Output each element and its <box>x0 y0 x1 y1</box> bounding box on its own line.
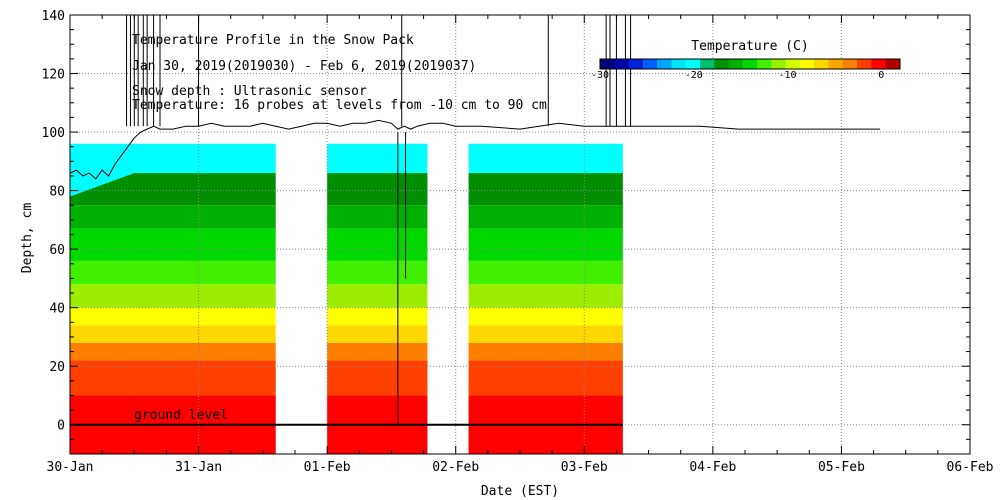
x-axis-label: Date (EST) <box>481 484 559 499</box>
temperature-band-2-1 <box>468 360 623 396</box>
x-tick-label: 31-Jan <box>175 460 222 475</box>
chart-text: Temperature Profile in the Snow Pack Jan… <box>20 33 809 499</box>
x-tick-label: 01-Feb <box>304 460 351 475</box>
chart-title: Temperature Profile in the Snow Pack <box>132 33 414 48</box>
y-tick-label: 100 <box>42 126 65 141</box>
snow-depth-line <box>69 119 880 180</box>
colorbar-swatch <box>800 59 815 69</box>
early-snow-surface-band <box>70 143 135 197</box>
temperature-band-0-8 <box>70 205 276 229</box>
colorbar-swatch <box>885 59 901 69</box>
temperature-band-1-5 <box>327 284 428 308</box>
colorbar-swatch <box>871 59 887 69</box>
temperature-band-1-1 <box>327 360 428 396</box>
temperature-band-0-2 <box>70 342 276 361</box>
plot-area: 30-Jan 31-Jan 01-Feb 02-Feb 03-Feb 04-Feb 05-F… <box>42 9 994 475</box>
temperature-band-1-8 <box>327 205 428 229</box>
colorbar-swatch <box>685 59 701 69</box>
colorbar-swatch <box>628 59 644 69</box>
temperature-band-2-6 <box>468 260 623 285</box>
colorbar-swatch <box>671 59 687 69</box>
y-tick-label: 40 <box>49 302 65 317</box>
y-tick-label: 20 <box>49 360 65 375</box>
colorbar: -30 -20 -10 0 <box>591 58 901 81</box>
temperature-band-2-2 <box>468 342 623 361</box>
colorbar-swatch <box>771 59 787 69</box>
x-tick-label: 05-Feb <box>818 460 865 475</box>
temperature-band-0-10 <box>70 143 276 174</box>
ground-level-annotation: ground level <box>134 408 228 423</box>
temperature-band-0-7 <box>70 228 276 261</box>
colorbar-swatch <box>600 59 615 69</box>
colorbar-swatch <box>842 59 858 69</box>
colorbar-swatch <box>857 59 872 69</box>
y-tick-label: 120 <box>42 68 65 83</box>
y-tick-label: 60 <box>49 243 65 258</box>
temperature-band-1-10 <box>327 143 428 174</box>
temperature-band-0-1 <box>70 360 276 396</box>
colorbar-title: Temperature (C) <box>691 39 808 54</box>
colorbar-swatch <box>828 59 844 69</box>
colorbar-swatch <box>785 59 801 69</box>
temperature-band-2-8 <box>468 205 623 229</box>
temperature-band-2-10 <box>468 143 623 174</box>
colorbar-swatch <box>814 59 830 69</box>
temperature-band-2-9 <box>468 173 623 206</box>
colorbar-swatch <box>657 59 672 69</box>
y-tick-label: 140 <box>42 9 65 24</box>
temperature-band-2-7 <box>468 228 623 261</box>
x-tick-label: 02-Feb <box>432 460 479 475</box>
temperature-band-1-6 <box>327 260 428 285</box>
colorbar-tick-label: -30 <box>591 70 609 81</box>
colorbar-swatch <box>742 59 758 69</box>
colorbar-swatch <box>714 59 730 69</box>
colorbar-swatch <box>700 59 715 69</box>
colorbar-tick-label: -10 <box>778 70 796 81</box>
y-tick-label: 80 <box>49 185 65 200</box>
colorbar-tick-label: 0 <box>878 70 884 81</box>
colorbar-swatch <box>642 59 658 69</box>
x-tick-label: 06-Feb <box>947 460 994 475</box>
temperature-band-0-3 <box>70 325 276 343</box>
temperature-band-2-4 <box>468 307 623 326</box>
chart-note-snow-depth: Snow depth : Ultrasonic sensor <box>132 84 367 99</box>
y-tick-label: 0 <box>57 419 65 434</box>
y-axis-label: Depth, cm <box>20 203 35 274</box>
temperature-band-1-2 <box>327 342 428 361</box>
temperature-band-2-5 <box>468 284 623 308</box>
colorbar-tick-label: -20 <box>685 70 703 81</box>
temperature-band-1-9 <box>327 173 428 206</box>
temperature-band-2-3 <box>468 325 623 343</box>
chart-note-temperature: Temperature: 16 probes at levels from -1… <box>132 98 547 113</box>
x-tick-label: 03-Feb <box>561 460 608 475</box>
colorbar-swatch <box>728 59 744 69</box>
colorbar-swatch <box>614 59 630 69</box>
temperature-band-0-4 <box>70 307 276 326</box>
colorbar-swatch <box>757 59 772 69</box>
x-tick-label: 04-Feb <box>689 460 736 475</box>
temperature-band-0-6 <box>70 260 276 285</box>
x-tick-label: 30-Jan <box>47 460 94 475</box>
chart-subtitle-date-range: Jan 30, 2019(2019030) - Feb 6, 2019(2019… <box>132 59 476 74</box>
temperature-band-1-3 <box>327 325 428 343</box>
temperature-band-1-4 <box>327 307 428 326</box>
temperature-band-0-5 <box>70 284 276 308</box>
temperature-band-1-7 <box>327 228 428 261</box>
colorbar-frame <box>599 58 901 70</box>
